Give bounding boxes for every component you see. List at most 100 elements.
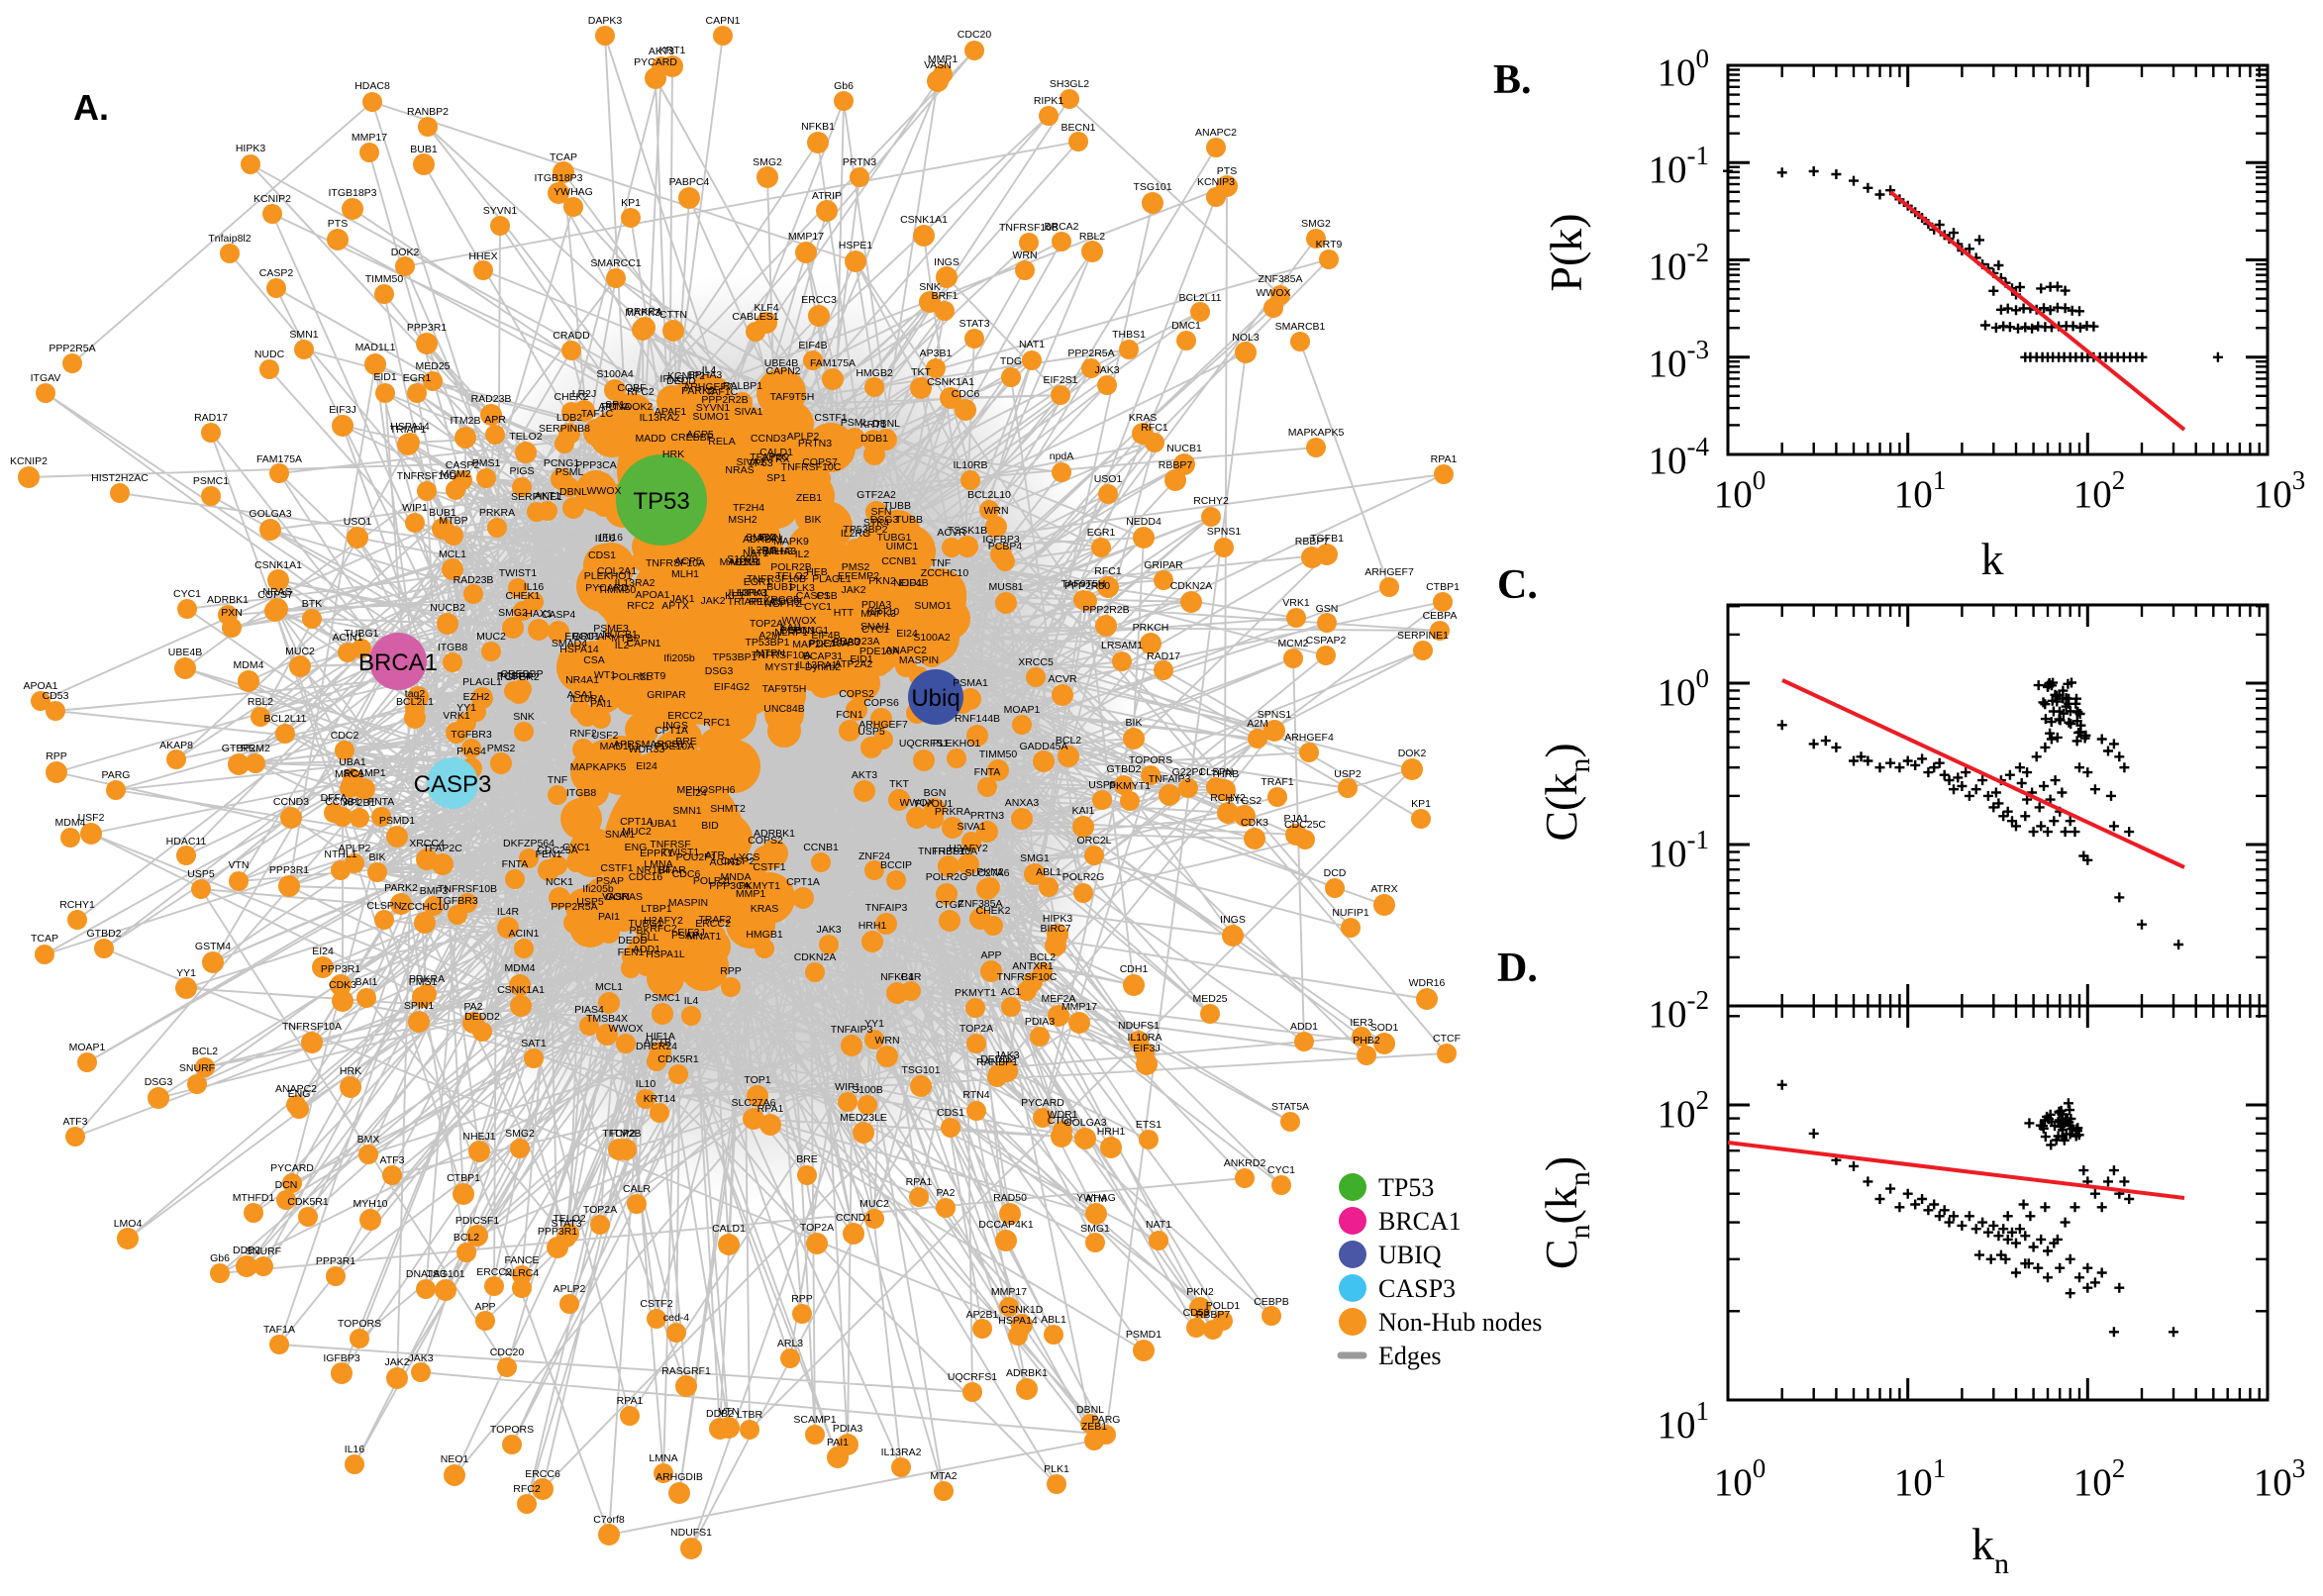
svg-text:EPPK1: EPPK1 (640, 848, 673, 859)
svg-text:MUC2: MUC2 (285, 646, 315, 657)
svg-text:UQCRFS1: UQCRFS1 (899, 738, 949, 749)
svg-text:NFKB1: NFKB1 (801, 121, 835, 133)
svg-text:APP: APP (474, 1301, 495, 1313)
svg-text:XRCC5: XRCC5 (763, 594, 799, 606)
svg-text:NOL3: NOL3 (1232, 332, 1260, 344)
svg-text:WT1: WT1 (594, 669, 616, 681)
svg-text:AP3B1: AP3B1 (920, 348, 953, 359)
svg-text:CTGF: CTGF (936, 899, 964, 911)
svg-text:IL13RA2: IL13RA2 (640, 412, 680, 424)
svg-text:CDC25A: CDC25A (537, 845, 577, 856)
svg-text:APTX: APTX (661, 600, 688, 612)
svg-text:TSG101: TSG101 (901, 1064, 940, 1076)
svg-text:CPT1A: CPT1A (655, 725, 688, 737)
svg-text:MCM2: MCM2 (1278, 638, 1309, 649)
svg-text:CDC20: CDC20 (958, 29, 992, 41)
svg-text:CSB: CSB (816, 590, 838, 602)
svg-text:PRTN3: PRTN3 (970, 810, 1004, 822)
svg-text:SMAD4: SMAD4 (552, 638, 587, 649)
svg-text:COPS2: COPS2 (748, 835, 783, 847)
svg-text:JAK3: JAK3 (408, 1352, 433, 1364)
svg-text:HAX1: HAX1 (525, 608, 553, 620)
svg-text:CTCF: CTCF (1433, 1033, 1461, 1045)
svg-text:CTTN: CTTN (659, 309, 687, 321)
svg-text:ATRX: ATRX (1370, 883, 1397, 895)
svg-text:PRKCH: PRKCH (1133, 622, 1169, 634)
svg-text:IFNG: IFNG (659, 373, 684, 385)
svg-text:NFKB1: NFKB1 (880, 971, 914, 983)
svg-text:TRAF1: TRAF1 (1261, 776, 1293, 788)
svg-text:PSMD1: PSMD1 (379, 815, 415, 827)
svg-text:TP53BP1: TP53BP1 (746, 637, 790, 648)
svg-text:ANTXR1: ANTXR1 (1012, 960, 1054, 972)
svg-text:SMN1: SMN1 (289, 329, 318, 341)
svg-text:PMS2: PMS2 (487, 743, 516, 754)
svg-text:PCBP4: PCBP4 (988, 541, 1023, 552)
svg-text:PKMYT1: PKMYT1 (739, 880, 780, 892)
svg-text:POLR2L: POLR2L (693, 875, 733, 887)
svg-text:CYC1: CYC1 (804, 601, 832, 613)
svg-text:CYC1: CYC1 (1267, 1164, 1295, 1176)
svg-text:PPP3R1: PPP3R1 (407, 322, 447, 334)
svg-text:k: k (1981, 534, 2004, 584)
svg-text:WIP1: WIP1 (402, 502, 428, 514)
svg-text:GRIPAR: GRIPAR (1144, 559, 1183, 571)
svg-text:PDICSF1: PDICSF1 (455, 1215, 500, 1227)
svg-text:TP53BP2: TP53BP2 (844, 524, 888, 536)
svg-text:TELO2: TELO2 (775, 570, 808, 582)
svg-text:DCCAP4K1: DCCAP4K1 (978, 1219, 1034, 1231)
svg-text:RAD17: RAD17 (194, 412, 228, 424)
svg-text:G22P1: G22P1 (1172, 766, 1205, 778)
svg-text:CDK5R1: CDK5R1 (287, 1196, 329, 1208)
svg-text:RBBP7: RBBP7 (1196, 1309, 1231, 1321)
svg-text:PMS1: PMS1 (472, 457, 501, 469)
svg-text:Gb6: Gb6 (834, 80, 854, 92)
svg-text:SERPINB8: SERPINB8 (539, 423, 590, 435)
svg-text:PRKRA: PRKRA (409, 973, 445, 985)
svg-text:ADRBK1: ADRBK1 (207, 594, 249, 606)
svg-text:PSML: PSML (841, 417, 869, 429)
svg-text:MUC2: MUC2 (476, 631, 506, 643)
svg-text:TNFAIP3: TNFAIP3 (865, 902, 908, 914)
svg-text:DOK2: DOK2 (625, 401, 654, 413)
svg-text:BID: BID (701, 820, 719, 832)
svg-text:HIF1A: HIF1A (646, 1031, 675, 1043)
svg-text:MCM2: MCM2 (441, 468, 471, 480)
svg-text:JAK2: JAK2 (384, 1356, 409, 1368)
svg-text:ZEB1: ZEB1 (796, 492, 822, 504)
svg-text:CYC1: CYC1 (861, 624, 889, 636)
svg-text:PPP3CA: PPP3CA (575, 459, 616, 471)
svg-text:PCNA: PCNA (601, 401, 630, 413)
svg-text:SMG1: SMG1 (1080, 1223, 1110, 1235)
svg-text:RPP: RPP (791, 1293, 813, 1305)
svg-text:CDC20: CDC20 (490, 1347, 525, 1358)
svg-text:USP5: USP5 (858, 726, 885, 738)
svg-text:BECN1: BECN1 (1060, 122, 1095, 134)
svg-text:CSTF1: CSTF1 (600, 862, 633, 874)
svg-text:SUMO1: SUMO1 (692, 411, 730, 423)
svg-text:MRC1: MRC1 (335, 768, 364, 780)
svg-text:EIF3J: EIF3J (677, 927, 704, 939)
svg-text:NR1H4: NR1H4 (637, 864, 671, 876)
svg-text:CPT1A: CPT1A (620, 816, 654, 828)
svg-text:CDKN2A: CDKN2A (794, 951, 837, 963)
svg-text:TOP1: TOP1 (744, 1074, 770, 1086)
svg-text:MAD1L1: MAD1L1 (720, 556, 760, 568)
svg-text:IL13RA2: IL13RA2 (615, 577, 656, 589)
svg-text:GRIPAR: GRIPAR (647, 689, 686, 701)
svg-text:TUBB: TUBB (883, 500, 911, 512)
svg-text:BCL2L10: BCL2L10 (967, 489, 1011, 501)
svg-text:SLC27A6: SLC27A6 (965, 867, 1010, 879)
svg-text:PARG: PARG (102, 769, 131, 781)
svg-text:ADRBK1: ADRBK1 (743, 534, 784, 546)
svg-text:BUB1: BUB1 (410, 144, 438, 155)
svg-text:MDM4: MDM4 (234, 659, 264, 671)
svg-text:PKN2: PKN2 (976, 866, 1004, 878)
svg-text:TIMM50: TIMM50 (365, 273, 404, 285)
svg-text:PSAP: PSAP (671, 930, 699, 942)
svg-text:PSMD1: PSMD1 (1126, 1329, 1162, 1341)
svg-text:EIF4B: EIF4B (798, 340, 827, 351)
svg-text:FNTA: FNTA (502, 858, 529, 870)
svg-text:PRKRA: PRKRA (479, 507, 515, 519)
svg-text:TAF9T5H: TAF9T5H (770, 391, 815, 403)
